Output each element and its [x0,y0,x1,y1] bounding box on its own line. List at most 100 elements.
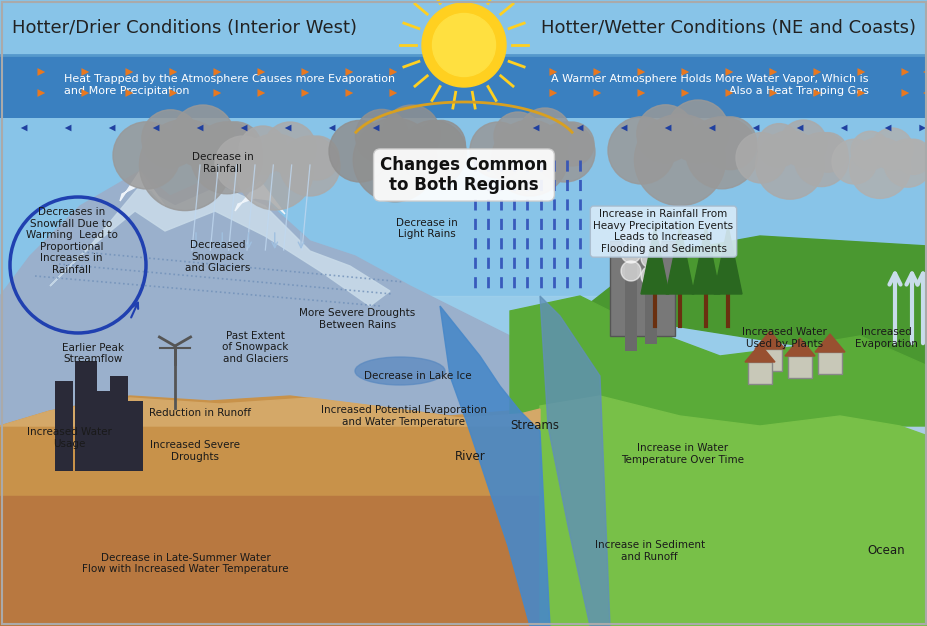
Text: Increased Water
Used by Plants: Increased Water Used by Plants [741,327,826,349]
Text: Reduction in Runoff: Reduction in Runoff [148,408,250,418]
Polygon shape [641,226,668,294]
Polygon shape [0,296,927,571]
Bar [75,361,97,471]
Polygon shape [0,496,540,626]
Text: Decreased
Snowpack
and Glaciers: Decreased Snowpack and Glaciers [185,240,250,274]
Circle shape [607,117,675,184]
Circle shape [832,139,876,184]
Circle shape [491,120,567,196]
Text: Hotter/Drier Conditions (Interior West): Hotter/Drier Conditions (Interior West) [12,19,357,37]
Circle shape [895,139,927,175]
Circle shape [850,131,889,170]
Text: Decrease in Lake Ice: Decrease in Lake Ice [363,371,471,381]
Polygon shape [50,186,389,306]
Text: Changes Common
to Both Regions: Changes Common to Both Regions [380,156,547,195]
Text: More Severe Droughts
Between Rains: More Severe Droughts Between Rains [298,309,415,330]
Circle shape [171,105,234,167]
Text: Decrease in
Light Rains: Decrease in Light Rains [396,218,457,239]
Circle shape [113,122,180,189]
Polygon shape [120,171,165,206]
Circle shape [535,122,594,182]
Text: Decrease in
Rainfall: Decrease in Rainfall [192,152,253,173]
Bar [110,376,128,471]
Circle shape [620,225,641,245]
Text: Increased Severe
Droughts: Increased Severe Droughts [150,440,239,461]
Circle shape [849,138,909,198]
Polygon shape [579,236,927,366]
Text: River: River [454,451,486,463]
Circle shape [641,248,660,268]
Circle shape [735,133,785,183]
Circle shape [280,136,339,196]
Text: Increase in Water
Temperature Over Time: Increase in Water Temperature Over Time [620,443,743,464]
Bar [757,349,781,371]
Text: Increased Potential Evaporation
and Water Temperature: Increased Potential Evaporation and Wate… [321,406,486,427]
Polygon shape [814,334,844,352]
Circle shape [295,136,338,180]
Circle shape [493,112,541,160]
Circle shape [236,134,312,210]
Circle shape [432,14,495,76]
Circle shape [755,131,823,199]
Polygon shape [799,406,927,626]
Polygon shape [439,306,550,626]
Polygon shape [744,344,774,362]
Polygon shape [784,338,814,356]
Circle shape [400,120,466,187]
Circle shape [667,100,729,162]
Polygon shape [540,396,927,626]
Text: Streams: Streams [510,419,558,432]
Bar [609,241,674,336]
Circle shape [636,105,693,162]
Text: Increase in Sediment
and Runoff: Increase in Sediment and Runoff [594,540,704,562]
Circle shape [641,266,660,286]
Bar [817,352,841,374]
Circle shape [383,105,439,162]
Circle shape [416,120,465,169]
Text: Earlier Peak
Streamflow: Earlier Peak Streamflow [62,343,123,364]
Bar [747,362,771,384]
Circle shape [883,139,927,187]
Text: Past Extent
of Snowpack
and Glaciers: Past Extent of Snowpack and Glaciers [222,331,288,364]
Circle shape [870,128,912,170]
Bar [787,356,811,378]
Text: Decrease in Late-Summer Water
Flow with Increased Water Temperature: Decrease in Late-Summer Water Flow with … [83,553,288,574]
Circle shape [209,122,261,175]
Polygon shape [540,296,609,626]
Circle shape [353,118,437,202]
Text: Increased
Evaporation: Increased Evaporation [854,327,917,349]
Circle shape [518,108,570,160]
Circle shape [191,122,262,194]
Circle shape [329,120,390,182]
Text: Heat Trapped by the Atmosphere Causes more Evaporation
and More Precipitation: Heat Trapped by the Atmosphere Causes mo… [64,74,395,96]
Circle shape [685,117,757,189]
Polygon shape [0,0,927,571]
Circle shape [704,117,756,170]
Text: A Warmer Atmosphere Holds More Water Vapor, Which is
Also a Heat Trapping Gas: A Warmer Atmosphere Holds More Water Vap… [551,74,868,96]
Polygon shape [510,296,927,426]
Polygon shape [0,398,540,426]
Polygon shape [0,171,510,426]
Bar [624,261,636,351]
Polygon shape [692,226,719,294]
Bar [0,55,927,118]
Circle shape [756,123,800,167]
Bar [55,381,73,471]
Circle shape [641,230,660,250]
Circle shape [215,136,271,192]
Circle shape [469,122,526,178]
Circle shape [780,120,826,167]
Circle shape [794,133,847,187]
Circle shape [634,115,725,205]
Text: Increase in Rainfall From
Heavy Precipitation Events
Leads to Increased
Flooding: Increase in Rainfall From Heavy Precipit… [593,209,732,254]
Circle shape [139,120,230,210]
Circle shape [263,122,316,174]
Circle shape [620,243,641,263]
Text: Hotter/Wetter Conditions (NE and Coasts): Hotter/Wetter Conditions (NE and Coasts) [540,19,915,37]
Circle shape [142,110,199,167]
Bar [644,264,656,344]
Bar [128,401,143,471]
Polygon shape [666,226,693,294]
Polygon shape [0,396,540,626]
Circle shape [620,261,641,281]
